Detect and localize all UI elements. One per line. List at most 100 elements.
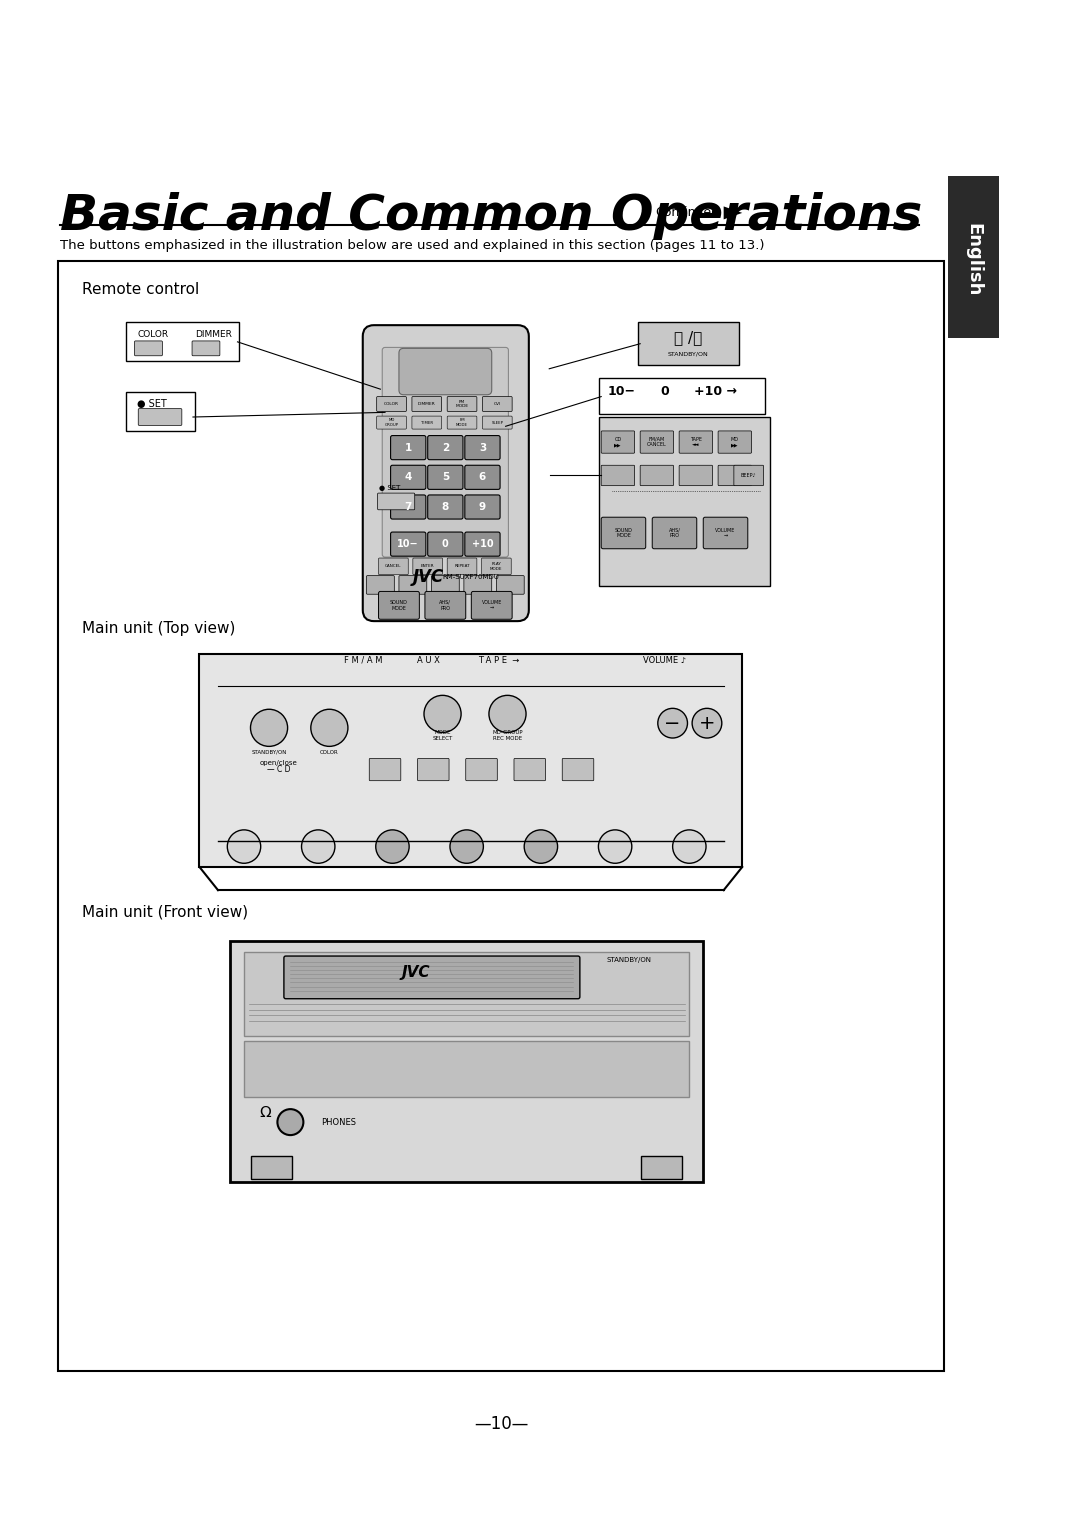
FancyBboxPatch shape (377, 416, 406, 429)
Text: Remote control: Remote control (82, 283, 199, 298)
FancyBboxPatch shape (563, 758, 594, 781)
FancyBboxPatch shape (602, 431, 635, 454)
FancyBboxPatch shape (366, 576, 394, 594)
Circle shape (673, 830, 706, 863)
FancyBboxPatch shape (482, 558, 511, 575)
FancyBboxPatch shape (640, 431, 674, 454)
FancyBboxPatch shape (200, 654, 742, 866)
FancyBboxPatch shape (602, 465, 635, 486)
Text: T A P E  →: T A P E → (477, 656, 518, 665)
FancyBboxPatch shape (428, 532, 463, 556)
Circle shape (251, 709, 287, 746)
FancyBboxPatch shape (377, 397, 406, 411)
FancyBboxPatch shape (284, 957, 580, 999)
Text: AHS/
PRO: AHS/ PRO (669, 527, 680, 538)
Text: 2: 2 (442, 443, 449, 452)
Text: SLEEP: SLEEP (491, 420, 503, 425)
FancyBboxPatch shape (252, 1157, 293, 1178)
Text: BEEP♪: BEEP♪ (741, 474, 756, 478)
Text: VOLUME
→: VOLUME → (482, 601, 502, 611)
Text: A U X: A U X (417, 656, 440, 665)
FancyBboxPatch shape (428, 435, 463, 460)
Text: CD
▶▶: CD ▶▶ (615, 437, 622, 448)
Text: F M / A M: F M / A M (345, 656, 383, 665)
Text: MD-GROUP
REC MODE: MD-GROUP REC MODE (492, 730, 523, 741)
Text: MD
GROUP: MD GROUP (384, 419, 399, 426)
Text: +10: +10 (472, 539, 494, 549)
FancyBboxPatch shape (638, 322, 740, 365)
FancyBboxPatch shape (399, 576, 427, 594)
FancyBboxPatch shape (363, 325, 529, 620)
Text: JVC: JVC (402, 966, 430, 981)
FancyBboxPatch shape (464, 576, 491, 594)
FancyBboxPatch shape (602, 516, 646, 549)
Circle shape (311, 709, 348, 746)
FancyBboxPatch shape (471, 591, 512, 619)
Text: 7: 7 (405, 503, 411, 512)
FancyBboxPatch shape (514, 758, 545, 781)
Text: RM-SUXF70MDU: RM-SUXF70MDU (443, 573, 500, 579)
Text: The buttons emphasized in the illustration below are used and explained in this : The buttons emphasized in the illustrati… (60, 238, 765, 252)
FancyBboxPatch shape (640, 465, 674, 486)
Text: PLAY
MODE: PLAY MODE (490, 562, 502, 570)
FancyBboxPatch shape (126, 393, 194, 431)
Text: Main unit (Top view): Main unit (Top view) (82, 620, 235, 636)
FancyBboxPatch shape (497, 576, 524, 594)
FancyBboxPatch shape (464, 495, 500, 520)
FancyBboxPatch shape (464, 532, 500, 556)
FancyBboxPatch shape (464, 435, 500, 460)
Text: 6: 6 (478, 472, 486, 483)
Text: VOLUME ♪: VOLUME ♪ (644, 656, 687, 665)
FancyBboxPatch shape (718, 431, 752, 454)
Text: COLOR: COLOR (384, 402, 399, 406)
Text: Basic and Common Operations: Basic and Common Operations (60, 193, 922, 240)
FancyBboxPatch shape (411, 397, 442, 411)
Circle shape (524, 830, 557, 863)
Text: 10−: 10− (397, 539, 419, 549)
Text: SOUND
MODE: SOUND MODE (390, 601, 408, 611)
Text: 4: 4 (405, 472, 411, 483)
FancyBboxPatch shape (192, 341, 220, 356)
FancyBboxPatch shape (599, 377, 766, 414)
Circle shape (692, 709, 721, 738)
FancyBboxPatch shape (411, 416, 442, 429)
FancyBboxPatch shape (378, 558, 408, 575)
Text: PHONES: PHONES (321, 1117, 356, 1126)
Text: MODE
SELECT: MODE SELECT (432, 730, 453, 741)
Text: AHS/
PRO: AHS/ PRO (440, 601, 451, 611)
Text: 0: 0 (661, 385, 670, 397)
FancyBboxPatch shape (424, 591, 465, 619)
Text: FM
MODE: FM MODE (456, 419, 468, 426)
Text: 9: 9 (478, 503, 486, 512)
Text: CANCEL: CANCEL (386, 564, 402, 568)
Text: 1: 1 (405, 443, 411, 452)
Circle shape (450, 830, 484, 863)
FancyBboxPatch shape (399, 348, 491, 394)
FancyBboxPatch shape (378, 494, 415, 510)
Text: 5: 5 (442, 472, 449, 483)
Text: −: − (664, 714, 680, 733)
FancyBboxPatch shape (642, 1157, 681, 1178)
Text: DIMMER: DIMMER (194, 330, 232, 339)
FancyBboxPatch shape (465, 758, 497, 781)
Text: FM/AM
CANCEL: FM/AM CANCEL (647, 437, 666, 448)
FancyBboxPatch shape (447, 558, 477, 575)
Text: COLOR: COLOR (137, 330, 168, 339)
Text: +: + (699, 714, 715, 733)
Circle shape (598, 830, 632, 863)
Text: SOUND
MODE: SOUND MODE (615, 527, 633, 538)
Bar (57, 261, 945, 1371)
FancyBboxPatch shape (703, 516, 747, 549)
Circle shape (278, 1109, 303, 1135)
Circle shape (424, 695, 461, 732)
FancyBboxPatch shape (428, 495, 463, 520)
FancyBboxPatch shape (391, 495, 426, 520)
Text: CVI: CVI (494, 402, 501, 406)
FancyBboxPatch shape (718, 465, 752, 486)
Text: REPEAT: REPEAT (455, 564, 470, 568)
Text: 3: 3 (478, 443, 486, 452)
FancyBboxPatch shape (734, 465, 764, 486)
Text: — C D: — C D (267, 766, 291, 775)
FancyBboxPatch shape (244, 1042, 689, 1097)
Polygon shape (724, 206, 742, 220)
